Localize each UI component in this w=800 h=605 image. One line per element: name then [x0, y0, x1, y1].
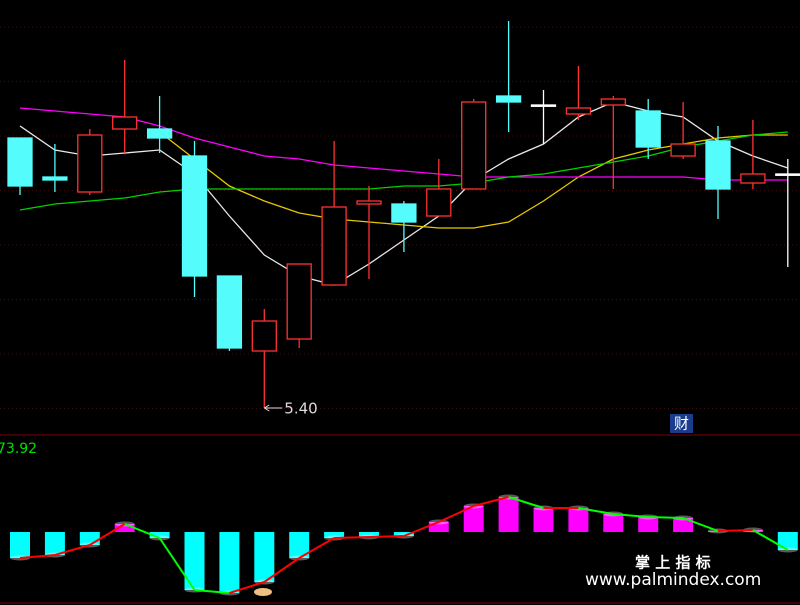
trend-segment — [613, 513, 649, 518]
candle-body — [356, 200, 382, 205]
candle-body — [635, 110, 661, 148]
candle-body — [42, 176, 68, 181]
candle-body — [495, 95, 522, 103]
candle-body — [461, 101, 487, 190]
histogram-bar — [533, 508, 554, 532]
candle-body — [775, 173, 800, 176]
moving-average — [19, 131, 788, 211]
histogram-bar — [254, 532, 275, 582]
candle-body — [286, 263, 312, 340]
price-panel: 5.40 — [7, 21, 800, 418]
moving-average — [19, 107, 788, 181]
histogram-bar — [638, 517, 659, 532]
candle-body — [251, 320, 277, 352]
candle-body — [565, 107, 592, 115]
histogram-bar — [463, 506, 484, 532]
trend-segment — [403, 521, 440, 537]
trend-segment — [158, 537, 196, 591]
histogram-bar — [603, 514, 624, 532]
histogram-bar — [568, 508, 589, 532]
histogram-bar — [359, 532, 379, 537]
histogram-bar — [149, 532, 170, 538]
trend-segment — [298, 537, 335, 559]
trend-segment — [89, 523, 126, 546]
histogram-bar — [498, 497, 519, 532]
badge: 财 — [674, 415, 689, 433]
histogram-bar — [114, 524, 135, 532]
candle-body — [705, 140, 731, 190]
histogram-bar — [10, 532, 30, 558]
candle-body — [146, 128, 173, 139]
histogram-bar — [428, 522, 449, 532]
trend-segment — [717, 529, 753, 532]
trend-segment — [473, 496, 509, 507]
candle-body — [181, 155, 208, 277]
candle-body — [530, 104, 557, 107]
candle-body — [216, 275, 243, 349]
indicator-panel — [10, 494, 798, 596]
trend-segment — [19, 554, 55, 559]
trend-segment — [263, 557, 300, 583]
candle-body — [77, 134, 103, 193]
histogram-bar — [393, 532, 414, 536]
annotation-arrow — [264, 404, 283, 412]
trend-segment — [54, 544, 91, 556]
histogram-bar — [44, 532, 65, 555]
candle-body — [112, 116, 138, 130]
annotation-label: 5.40 — [284, 400, 317, 418]
trend-segment — [334, 536, 370, 539]
candle-body — [670, 143, 696, 157]
grid — [0, 26, 800, 409]
trend-segment — [124, 523, 160, 539]
indicator-value: 73.92 — [0, 441, 37, 457]
histogram-bar — [673, 518, 694, 532]
trend-segment — [578, 507, 614, 515]
histogram-bar — [324, 532, 345, 538]
candle-body — [391, 203, 417, 223]
trend-segment — [229, 581, 265, 594]
trend-segment — [508, 496, 544, 509]
candle-body — [321, 206, 347, 286]
histogram-bar — [289, 532, 310, 558]
candle-body — [600, 98, 626, 106]
watermark-url: www.palmindex.com — [585, 570, 761, 590]
histogram-bar — [777, 532, 798, 550]
watermark-title: 掌 上 指 标 — [635, 554, 711, 572]
badge-box — [670, 414, 693, 433]
marker — [254, 588, 272, 596]
histogram-bar — [708, 531, 728, 532]
candle-body — [740, 173, 766, 184]
candle-body — [7, 137, 33, 187]
trend-segment — [368, 535, 404, 538]
trend-segment — [682, 517, 719, 532]
histogram-bar — [184, 532, 205, 590]
trend-segment — [648, 516, 684, 519]
trend-segment — [752, 529, 789, 551]
trend-segment — [194, 589, 230, 594]
trend-segment — [438, 505, 475, 523]
histogram-bar — [219, 532, 240, 593]
candle-body — [426, 188, 452, 217]
